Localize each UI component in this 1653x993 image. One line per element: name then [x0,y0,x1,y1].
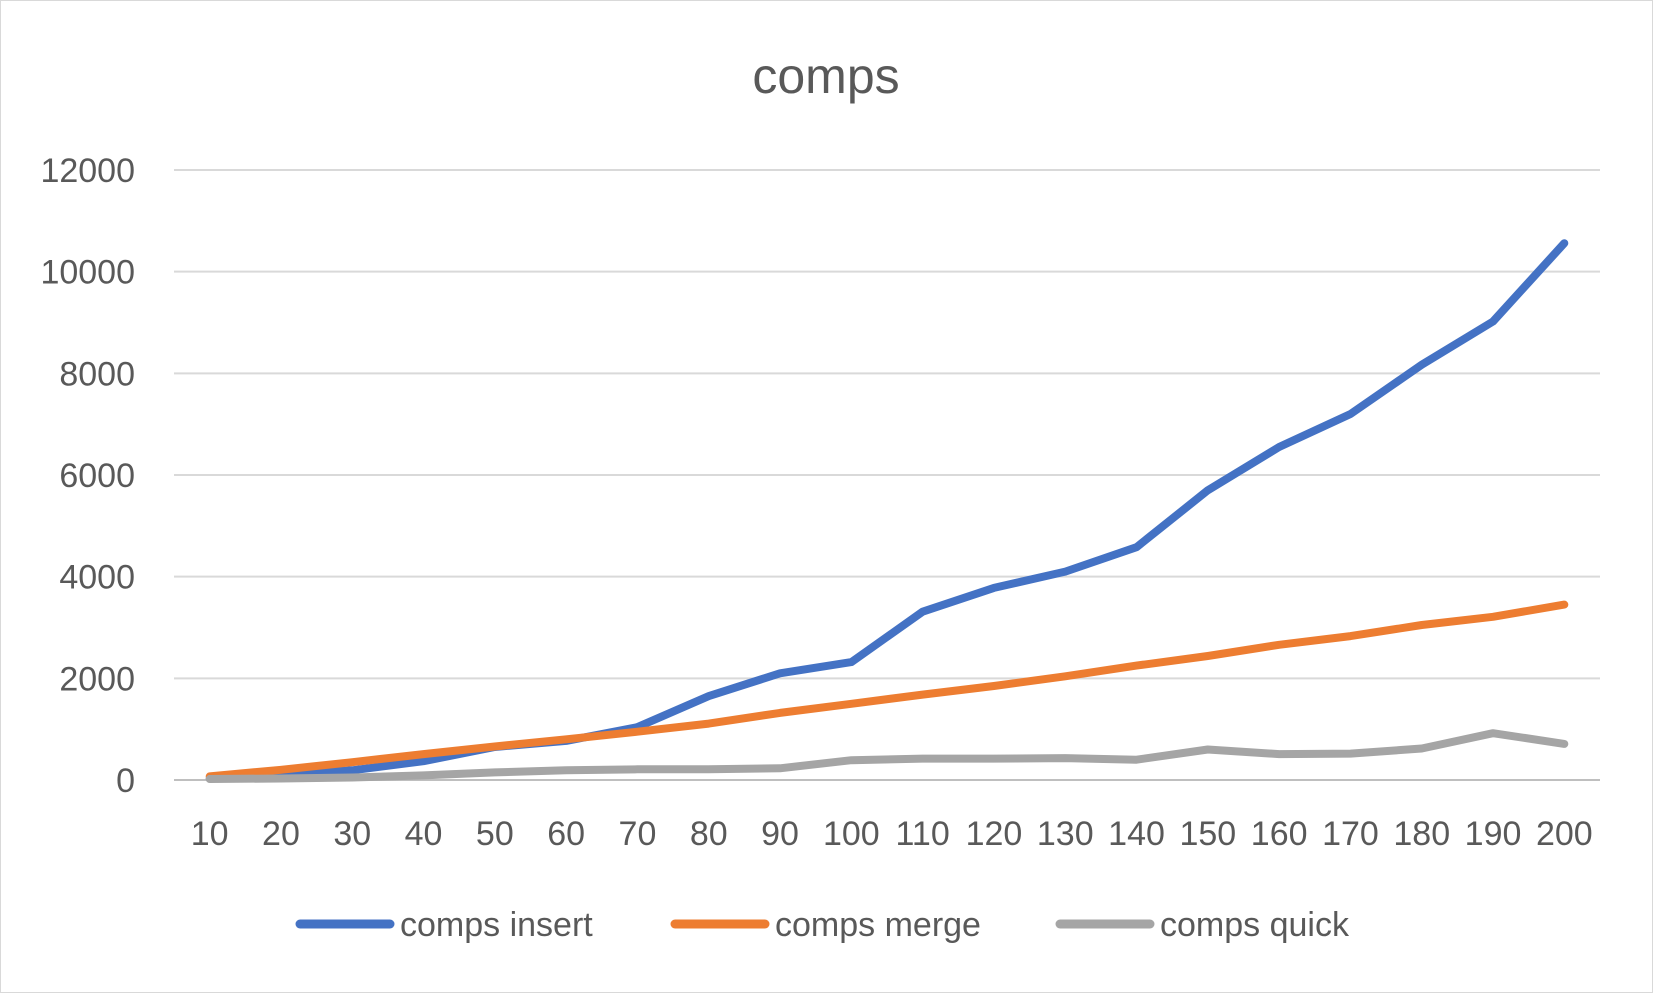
series-line-comps-insert [205,239,1569,783]
x-tick-label: 70 [619,815,657,853]
x-tick-label: 150 [1179,815,1236,853]
y-tick-label: 2000 [59,660,135,698]
series-line-comps-quick [205,729,1569,783]
x-tick-label: 200 [1536,815,1593,853]
x-tick-label: 40 [405,815,443,853]
x-tick-label: 10 [191,815,229,853]
chart-title: comps [752,48,899,104]
x-tick-label: 60 [547,815,585,853]
y-tick-label: 0 [116,762,135,800]
x-tick-label: 20 [262,815,300,853]
x-tick-label: 100 [823,815,880,853]
y-tick-label: 12000 [40,152,135,190]
legend-label: comps insert [400,906,593,944]
legend-label: comps merge [775,906,981,944]
x-tick-label: 80 [690,815,728,853]
x-tick-label: 50 [476,815,514,853]
x-tick-label: 110 [896,815,950,853]
legend-label: comps quick [1160,906,1350,944]
y-axis-ticks: 0 2000 4000 6000 8000 10000 12000 [40,152,135,800]
series-line-comps-merge [205,600,1569,781]
gridlines [174,169,1600,781]
series-lines [205,239,1569,783]
y-tick-label: 10000 [40,254,135,292]
x-tick-label: 180 [1393,815,1450,853]
legend: comps insert comps merge comps quick [295,906,1350,944]
x-tick-label: 130 [1037,815,1094,853]
x-tick-label: 90 [761,815,799,853]
x-tick-label: 170 [1322,815,1379,853]
x-tick-label: 190 [1465,815,1522,853]
y-tick-label: 4000 [59,559,135,597]
x-tick-label: 30 [333,815,371,853]
x-tick-label: 120 [966,815,1023,853]
y-tick-label: 6000 [59,457,135,495]
x-tick-label: 160 [1251,815,1308,853]
y-tick-label: 8000 [59,355,135,393]
x-tick-label: 140 [1108,815,1165,853]
x-axis-ticks: 10 20 30 40 50 60 70 80 90 100 110 120 130 140 150 160 1… [191,815,1593,853]
